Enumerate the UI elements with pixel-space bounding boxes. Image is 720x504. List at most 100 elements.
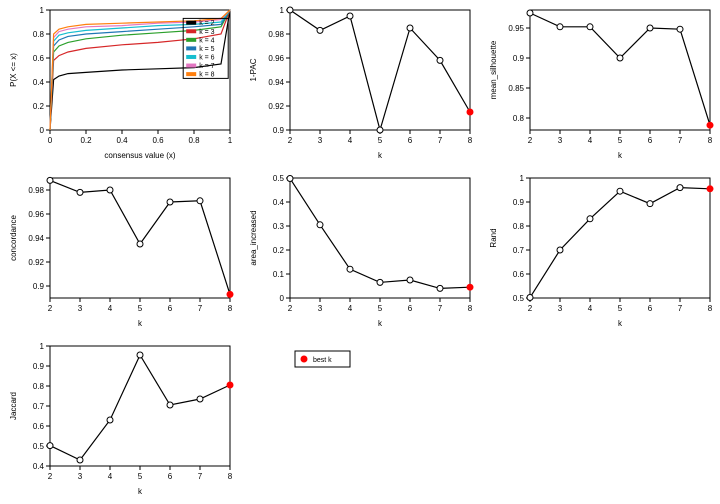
svg-text:0.4: 0.4 [33, 78, 45, 87]
svg-text:0.8: 0.8 [188, 136, 200, 145]
svg-text:consensus value (x): consensus value (x) [104, 151, 175, 160]
svg-text:4: 4 [588, 136, 593, 145]
svg-text:5: 5 [618, 304, 623, 313]
svg-text:2: 2 [48, 304, 53, 313]
svg-text:8: 8 [468, 136, 473, 145]
svg-text:6: 6 [168, 472, 173, 481]
svg-text:2: 2 [288, 304, 293, 313]
svg-text:0.3: 0.3 [273, 222, 285, 231]
svg-text:2: 2 [48, 472, 53, 481]
svg-text:0.6: 0.6 [33, 422, 45, 431]
panel-r0-c2: 23456780.80.850.90.95kmean_silhouette [480, 0, 720, 168]
svg-text:6: 6 [408, 304, 413, 313]
svg-text:2: 2 [288, 136, 293, 145]
panel-r2-c0: 23456780.40.50.60.70.80.91kJaccard [0, 336, 240, 504]
svg-text:4: 4 [588, 304, 593, 313]
svg-text:0.5: 0.5 [273, 174, 285, 183]
svg-text:0: 0 [280, 294, 285, 303]
svg-text:8: 8 [228, 472, 233, 481]
svg-text:4: 4 [348, 136, 353, 145]
svg-text:0.7: 0.7 [33, 402, 45, 411]
svg-text:0.94: 0.94 [268, 78, 284, 87]
svg-text:0.2: 0.2 [33, 102, 45, 111]
svg-text:3: 3 [78, 304, 83, 313]
svg-text:5: 5 [618, 136, 623, 145]
svg-text:k = 5: k = 5 [199, 46, 214, 53]
svg-text:best k: best k [313, 357, 332, 364]
svg-text:0.85: 0.85 [508, 84, 524, 93]
svg-text:1: 1 [280, 6, 285, 15]
svg-text:7: 7 [438, 136, 443, 145]
svg-text:7: 7 [198, 472, 203, 481]
svg-text:7: 7 [198, 304, 203, 313]
svg-text:0.2: 0.2 [80, 136, 92, 145]
svg-text:3: 3 [78, 472, 83, 481]
svg-text:0.5: 0.5 [513, 294, 525, 303]
svg-text:0.98: 0.98 [268, 30, 284, 39]
svg-text:concordance: concordance [9, 215, 18, 261]
svg-text:6: 6 [648, 136, 653, 145]
svg-text:0.4: 0.4 [33, 462, 45, 471]
svg-text:6: 6 [648, 304, 653, 313]
svg-text:3: 3 [318, 304, 323, 313]
svg-text:0.9: 0.9 [513, 54, 525, 63]
svg-text:1: 1 [520, 174, 525, 183]
svg-text:k = 2: k = 2 [199, 20, 214, 27]
svg-text:0.8: 0.8 [33, 30, 45, 39]
svg-text:k = 4: k = 4 [199, 37, 214, 44]
panel-r0-c1: 23456780.90.920.940.960.981k1-PAC [240, 0, 480, 168]
svg-text:1: 1 [228, 136, 233, 145]
svg-text:2: 2 [528, 304, 533, 313]
svg-text:0.92: 0.92 [268, 102, 284, 111]
svg-text:0.94: 0.94 [28, 234, 44, 243]
svg-text:0.96: 0.96 [28, 210, 44, 219]
svg-text:0.7: 0.7 [513, 246, 525, 255]
svg-text:0.95: 0.95 [508, 24, 524, 33]
svg-text:k: k [138, 487, 143, 496]
svg-text:8: 8 [228, 304, 233, 313]
svg-text:P(X <= x): P(X <= x) [9, 53, 18, 87]
svg-text:4: 4 [348, 304, 353, 313]
svg-text:0.9: 0.9 [33, 282, 45, 291]
svg-text:k = 8: k = 8 [199, 72, 214, 79]
svg-text:0.96: 0.96 [268, 54, 284, 63]
panel-r1-c2: 23456780.50.60.70.80.91kRand [480, 168, 720, 336]
svg-text:3: 3 [558, 304, 563, 313]
svg-text:5: 5 [138, 304, 143, 313]
svg-text:Rand: Rand [489, 228, 498, 247]
panel-r1-c1: 234567800.10.20.30.40.5karea_increased [240, 168, 480, 336]
svg-text:1: 1 [40, 6, 45, 15]
svg-text:0.2: 0.2 [273, 246, 285, 255]
panel-r1-c0: 23456780.90.920.940.960.98kconcordance [0, 168, 240, 336]
svg-text:0.98: 0.98 [28, 186, 44, 195]
svg-text:k: k [378, 319, 383, 328]
svg-text:k = 7: k = 7 [199, 63, 214, 70]
svg-text:k: k [618, 151, 623, 160]
svg-text:5: 5 [378, 304, 383, 313]
svg-text:0.6: 0.6 [33, 54, 45, 63]
svg-text:k = 6: k = 6 [199, 54, 214, 61]
svg-text:4: 4 [108, 304, 113, 313]
svg-text:0.92: 0.92 [28, 258, 44, 267]
svg-text:0: 0 [40, 126, 45, 135]
svg-text:4: 4 [108, 472, 113, 481]
svg-text:k: k [618, 319, 623, 328]
svg-text:0.6: 0.6 [152, 136, 164, 145]
svg-text:6: 6 [408, 136, 413, 145]
svg-text:0.8: 0.8 [513, 222, 525, 231]
panel-r2-c2 [480, 336, 720, 504]
svg-text:mean_silhouette: mean_silhouette [489, 40, 498, 99]
svg-text:0.4: 0.4 [273, 198, 285, 207]
svg-text:0.8: 0.8 [513, 114, 525, 123]
panel-r0-c0: 00.20.40.60.8100.20.40.60.81consensus va… [0, 0, 240, 168]
svg-text:3: 3 [318, 136, 323, 145]
svg-text:7: 7 [678, 136, 683, 145]
svg-text:0.9: 0.9 [513, 198, 525, 207]
svg-text:7: 7 [678, 304, 683, 313]
svg-text:0.9: 0.9 [33, 362, 45, 371]
panel-r2-c1: best k [240, 336, 480, 504]
svg-text:8: 8 [708, 304, 713, 313]
svg-text:0.5: 0.5 [33, 442, 45, 451]
svg-text:8: 8 [468, 304, 473, 313]
svg-text:1-PAC: 1-PAC [249, 58, 258, 81]
